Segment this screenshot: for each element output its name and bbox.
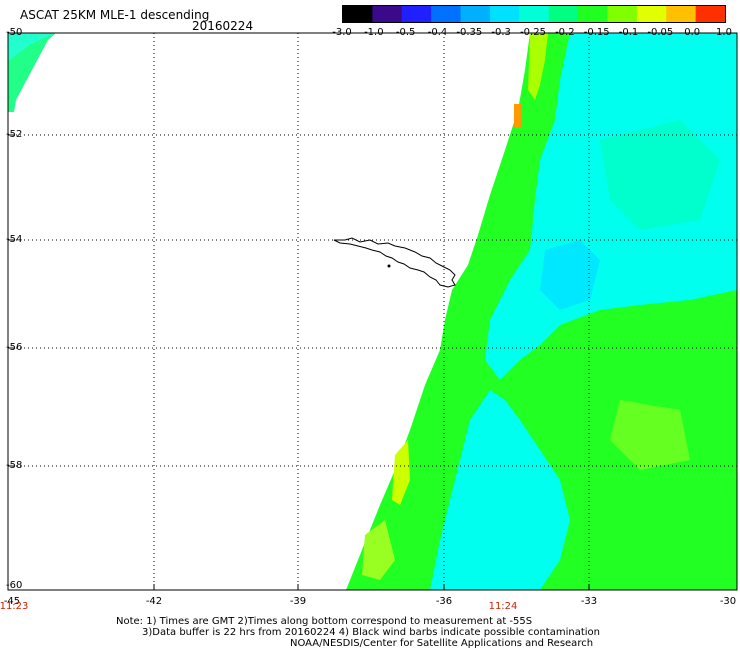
swath-cyan-east — [600, 120, 720, 230]
x-label-33: -33 — [580, 596, 598, 607]
colorbar-label: -0.3 — [491, 27, 511, 38]
colorbar-segment — [695, 6, 725, 22]
colorbar-segment — [401, 6, 432, 22]
island-dot — [387, 264, 391, 268]
colorbar-segment — [666, 6, 697, 22]
x-label-30: -30 — [719, 596, 737, 607]
colorbar-label: -0.4 — [427, 27, 448, 38]
x-label-39: -39 — [289, 596, 307, 607]
time-label-mid: 11:24 — [488, 601, 518, 612]
note-line-1: Note: 1) Times are GMT 2)Times along bot… — [116, 616, 533, 627]
colorbar-segment — [607, 6, 638, 22]
map-title: ASCAT 25KM MLE-1 descending — [20, 8, 210, 22]
colorbar-label: -0.1 — [618, 27, 639, 38]
colorbar-label: -0.5 — [395, 27, 416, 38]
x-label-36: -36 — [435, 596, 453, 607]
colorbar — [342, 5, 726, 23]
time-label-start: 11:23 — [0, 601, 29, 612]
swath-orange-spot — [514, 104, 522, 128]
colorbar-label: 0.0 — [684, 27, 701, 38]
colorbar-label: -0.05 — [647, 27, 674, 38]
x-label-45: -45 — [3, 596, 21, 607]
colorbar-segment — [372, 6, 403, 22]
colorbar-segment — [460, 6, 491, 22]
colorbar-label: -0.15 — [583, 27, 610, 38]
colorbar-segment — [489, 6, 520, 22]
swath-cyan-light-patch — [540, 240, 600, 310]
swath-cyan-south — [430, 390, 570, 590]
colorbar-label: -0.35 — [456, 27, 483, 38]
y-label-54: -54 — [6, 234, 23, 245]
colorbar-segment — [431, 6, 462, 22]
colorbar-segment — [578, 6, 609, 22]
colorbar-segment — [548, 6, 579, 22]
colorbar-label: 1.0 — [716, 27, 732, 38]
y-label-58: -58 — [6, 460, 23, 471]
note-line-3: NOAA/NESDIS/Center for Satellite Applica… — [290, 638, 594, 649]
y-label-52: -52 — [6, 129, 23, 140]
colorbar-label: -0.2 — [555, 27, 575, 38]
y-label-56: -56 — [6, 342, 23, 353]
colorbar-segment — [343, 6, 373, 22]
colorbar-segment — [636, 6, 667, 22]
note-line-2: 3)Data buffer is 22 hrs from 20160224 4)… — [142, 627, 600, 638]
colorbar-label: -3.0 — [332, 27, 352, 38]
nw-data-patch — [8, 33, 56, 112]
colorbar-segment — [519, 6, 550, 22]
swath-yellow-edge-south — [392, 440, 410, 505]
swath-green-patch-se — [610, 400, 690, 470]
grid — [8, 33, 737, 590]
ticks — [8, 134, 590, 590]
swath-data — [346, 33, 737, 590]
land-outline-south-georgia — [333, 237, 456, 288]
map-frame — [7, 32, 738, 591]
colorbar-label: -1.0 — [364, 27, 384, 38]
swath-yellowgreen-edge — [528, 33, 548, 100]
colorbar-label: -0.25 — [520, 27, 546, 38]
swath-yellowgreen-south — [362, 520, 395, 580]
x-label-42: -42 — [145, 596, 163, 607]
y-label-60: -60 — [6, 580, 23, 591]
map-date: 20160224 — [192, 19, 254, 33]
y-label-50: -50 — [6, 27, 23, 38]
